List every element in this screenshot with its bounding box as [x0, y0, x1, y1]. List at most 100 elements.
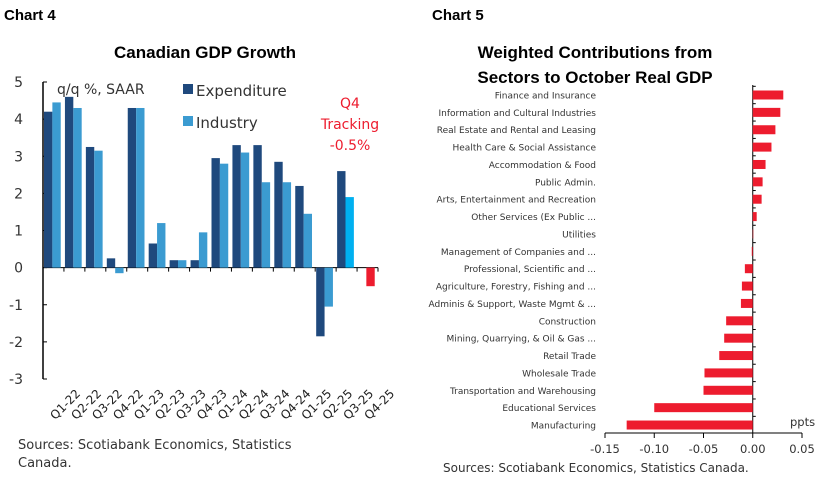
- bar: [752, 159, 766, 169]
- bar: [752, 125, 776, 135]
- y-tick-label: -3: [9, 372, 23, 388]
- bar: [740, 298, 753, 308]
- bar-expenditure: [190, 260, 199, 268]
- y-tick-label: 0: [14, 261, 23, 277]
- chart4-source: Sources: Scotiabank Economics, Statistic…: [18, 438, 292, 471]
- bar: [719, 351, 753, 361]
- legend-label: Industry: [196, 114, 258, 132]
- category-label: Health Care & Social Assistance: [453, 144, 597, 154]
- x-tick-label: -0.10: [639, 442, 669, 456]
- bar-expenditure: [211, 158, 220, 268]
- bar-industry: [136, 107, 145, 268]
- chart5-label: Chart 5: [432, 7, 484, 24]
- chart4-plot: 543210-1-2-3Q1-22Q2-22Q3-22Q4-22Q1-23Q2-…: [9, 75, 397, 422]
- category-label: Real Estate and Rental and Leasing: [437, 126, 596, 136]
- bar-industry: [178, 260, 187, 268]
- category-label: Agriculture, Forestry, Fishing and ...: [436, 283, 596, 293]
- bar-industry: [157, 223, 166, 268]
- bar-expenditure: [85, 146, 95, 268]
- bar: [654, 403, 753, 413]
- chart5-plot: -0.15 -0.10 -0.05 0.00 0.05 Finance and Insur…: [429, 85, 815, 456]
- bar-expenditure: [295, 185, 304, 268]
- y-tick-label: 2: [14, 186, 23, 202]
- bar: [752, 107, 781, 117]
- bar-industry: [198, 232, 208, 268]
- bar: [752, 142, 772, 152]
- category-label: Construction: [539, 317, 596, 327]
- y-tick-label: -1: [9, 298, 23, 314]
- bar: [752, 229, 754, 239]
- category-label: Public Admin.: [535, 178, 596, 188]
- bar: [744, 264, 753, 274]
- category-label: Utilities: [562, 230, 596, 240]
- category-label: Adminis & Support, Waste Mgmt & ...: [429, 300, 596, 310]
- y-tick-label: 3: [14, 149, 23, 165]
- category-label: Transportation and Warehousing: [449, 387, 596, 397]
- chart4-label: Chart 4: [4, 7, 56, 24]
- x-tick-label: -0.05: [689, 442, 719, 456]
- bar: [752, 194, 762, 204]
- bar-expenditure: [337, 171, 346, 268]
- bar-industry: [261, 182, 271, 268]
- bar: [724, 333, 753, 343]
- bar-industry: [219, 163, 229, 268]
- category-label: Mining, Quarrying, & Oil & Gas ...: [447, 335, 596, 345]
- y-tick-label: 1: [14, 224, 23, 240]
- x-tick-label: -0.15: [590, 442, 620, 456]
- category-label: Other Services (Ex Public ...: [471, 213, 596, 223]
- category-label: Retail Trade: [543, 352, 596, 362]
- category-label: Educational Services: [502, 404, 596, 414]
- bar-industry: [282, 182, 292, 268]
- annotation-text: Tracking: [320, 117, 379, 133]
- x-unit-label: ppts: [790, 415, 815, 429]
- bar: [741, 281, 753, 291]
- bar-expenditure: [253, 145, 262, 268]
- y-tick-label: 5: [14, 75, 23, 91]
- bar: [752, 212, 757, 222]
- bar-expenditure: [44, 111, 53, 268]
- bar: [751, 246, 753, 256]
- annotation-text: Q4: [340, 96, 360, 112]
- y-unit-label: q/q %, SAAR: [57, 82, 145, 98]
- bar: [726, 316, 753, 326]
- annotation-text: -0.5%: [330, 138, 371, 154]
- chart4-title: Canadian GDP Growth: [114, 43, 296, 62]
- bar-industry: [240, 152, 250, 268]
- y-tick-label: -2: [9, 335, 23, 351]
- bar-expenditure: [106, 258, 116, 268]
- bar-expenditure: [274, 161, 283, 268]
- category-label: Professional, Scientific and ...: [464, 265, 596, 275]
- bar: [704, 368, 753, 378]
- bar-industry: [303, 213, 312, 268]
- bar-industry: [94, 150, 103, 268]
- chart5-source: Sources: Scotiabank Economics, Statistic…: [443, 461, 749, 475]
- legend-swatch: [183, 84, 193, 94]
- category-label: Finance and Insurance: [495, 92, 597, 102]
- bar: [752, 90, 784, 100]
- y-tick-label: 4: [14, 112, 23, 128]
- category-label: Arts, Entertainment and Recreation: [436, 196, 596, 206]
- category-label: Wholesale Trade: [522, 369, 596, 379]
- bar-industry: [345, 197, 354, 268]
- category-label: Information and Cultural Industries: [439, 109, 597, 119]
- bar-industry: [52, 102, 61, 268]
- category-label: Accommodation & Food: [489, 161, 596, 171]
- bar-expenditure: [169, 260, 178, 268]
- bar-expenditure: [127, 107, 137, 268]
- bar-industry: [324, 267, 333, 307]
- legend-swatch: [183, 116, 193, 126]
- x-tick-label: 0.05: [789, 442, 815, 456]
- bar-industry: [73, 107, 82, 268]
- bar-expenditure: [64, 96, 74, 268]
- x-tick-label: 0.00: [740, 442, 766, 456]
- chart5-title: Weighted Contributions from Sectors to O…: [477, 43, 713, 87]
- category-label: Management of Companies and ...: [441, 248, 596, 258]
- bar: [703, 385, 753, 395]
- bar: [626, 420, 753, 430]
- bar-expenditure: [316, 267, 325, 337]
- bar-industry: [115, 267, 124, 274]
- bar-q4-tracking: [366, 267, 375, 287]
- bar: [752, 177, 763, 187]
- bar-expenditure: [232, 145, 241, 268]
